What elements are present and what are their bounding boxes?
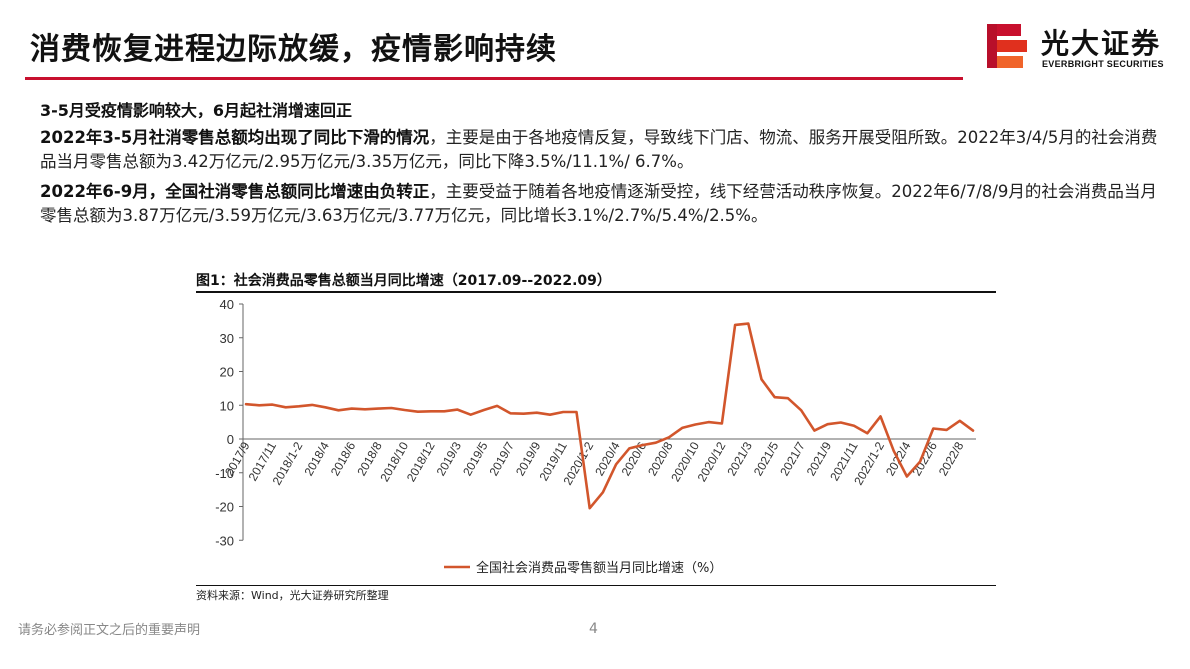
paragraph-1-lead: 2022年3-5月社消零售总额均出现了同比下滑的情况 <box>40 128 430 147</box>
page-number: 4 <box>589 621 598 637</box>
data-point <box>284 406 287 409</box>
data-point <box>906 475 908 478</box>
data-point <box>337 409 340 412</box>
data-point <box>496 405 498 407</box>
y-tick-label: -30 <box>215 533 234 548</box>
y-tick-label: -20 <box>215 500 234 515</box>
data-point <box>747 322 750 325</box>
x-tick-label: 2019/5 <box>460 439 491 478</box>
data-point <box>588 507 591 510</box>
data-point <box>866 432 869 435</box>
brand-subtitle: EVERBRIGHT SECURITIES <box>1042 59 1164 69</box>
paragraph-2-lead: 2022年6-9月，全国社消零售总额同比增速由负转正 <box>40 182 430 201</box>
x-tick-label: 2021/7 <box>777 439 808 478</box>
data-point <box>443 410 446 413</box>
data-point <box>892 449 895 452</box>
data-point <box>271 403 274 406</box>
data-point <box>694 423 697 426</box>
data-point <box>390 407 393 409</box>
data-point <box>298 405 300 408</box>
paragraph-1-body: ，主要是由于各地疫情反复，导致线下门店、物流、服务开展受阻所致。2022年3/4… <box>40 128 1158 171</box>
retail-sales-yoy-chart: 403020100-10-20-302017/92017/112018/1-22… <box>215 297 976 576</box>
series-line <box>244 322 975 510</box>
paragraph-2: 2022年6-9月，全国社消零售总额同比增速由负转正，主要受益于随着各地疫情逐渐… <box>40 180 1160 228</box>
section-subheading: 3-5月受疫情影响较大，6月起社消增速回正 <box>40 101 353 120</box>
data-point <box>602 491 604 494</box>
data-point <box>972 429 974 432</box>
data-point <box>787 397 789 400</box>
y-tick-label: 40 <box>220 297 234 312</box>
data-point <box>668 436 670 439</box>
title-divider <box>25 77 963 80</box>
data-point <box>311 404 313 406</box>
data-point <box>721 422 723 425</box>
everbright-logo-icon <box>987 24 1027 68</box>
paragraph-2-body: ，主要受益于随着各地疫情逐渐受控，线下经营活动秩序恢复。2022年6/7/8/9… <box>40 182 1157 225</box>
data-point <box>403 409 406 411</box>
x-tick-label: 2019/7 <box>486 439 517 478</box>
data-point <box>430 410 432 413</box>
data-point <box>245 403 247 406</box>
data-point <box>945 429 948 431</box>
data-point <box>535 411 538 414</box>
data-point <box>813 429 816 432</box>
data-point <box>839 421 842 424</box>
data-point <box>958 419 961 422</box>
page-title: 消费恢复进程边际放缓，疫情影响持续 <box>30 32 557 67</box>
footer-disclaimer: 请务必参阅正文之后的重要声明 <box>18 623 201 638</box>
x-tick-label: 2018/6 <box>328 439 359 478</box>
data-point <box>734 324 736 326</box>
x-tick-label: 2022/6 <box>909 439 940 478</box>
data-point <box>615 463 617 466</box>
paragraph-1: 2022年3-5月社消零售总额均出现了同比下滑的情况，主要是由于各地疫情反复，导… <box>40 126 1160 174</box>
legend-label: 全国社会消费品零售额当月同比增速（%） <box>476 560 722 576</box>
data-point <box>760 378 763 381</box>
figure-source: 资料来源：Wind，光大证券研究所整理 <box>196 589 389 602</box>
x-tick-label: 2022/8 <box>936 439 967 478</box>
y-tick-label: 20 <box>220 365 234 380</box>
data-point <box>469 413 472 416</box>
x-tick-label: 2021/5 <box>751 439 782 478</box>
data-point <box>773 396 776 399</box>
y-tick-label: 10 <box>220 398 234 413</box>
data-point <box>562 411 565 413</box>
data-point <box>509 412 512 415</box>
figure-bottom-rule <box>196 585 996 586</box>
data-point <box>575 411 578 413</box>
data-point <box>879 415 882 418</box>
data-point <box>549 413 551 416</box>
figure-top-rule <box>196 291 996 293</box>
x-tick-label: 2019/3 <box>434 439 465 478</box>
data-point <box>681 427 684 429</box>
data-point <box>919 460 921 463</box>
brand-logo: 光大证券 EVERBRIGHT SECURITIES <box>985 22 1165 74</box>
y-tick-label: -10 <box>215 466 234 481</box>
data-point <box>826 423 829 426</box>
data-point <box>522 412 525 415</box>
data-point <box>707 421 710 423</box>
y-tick-label: 0 <box>227 432 234 447</box>
data-point <box>416 410 419 413</box>
figure-caption: 图1：社会消费品零售总额当月同比增速（2017.09--2022.09） <box>196 273 611 289</box>
data-point <box>258 404 261 407</box>
data-point <box>364 408 366 411</box>
data-point <box>853 424 855 427</box>
data-point <box>350 407 353 410</box>
data-point <box>483 409 485 411</box>
x-tick-label: 2020/4 <box>592 439 623 478</box>
data-point <box>377 407 380 410</box>
data-point <box>324 406 327 409</box>
data-point <box>654 441 657 444</box>
data-point <box>641 444 644 446</box>
brand-name: 光大证券 <box>1041 27 1162 60</box>
data-point <box>800 409 803 412</box>
y-tick-label: 30 <box>220 331 234 346</box>
data-point <box>932 427 935 430</box>
x-tick-label: 2021/3 <box>724 439 755 478</box>
data-point <box>456 408 459 411</box>
x-tick-label: 2018/4 <box>301 439 332 478</box>
data-point <box>628 447 631 450</box>
